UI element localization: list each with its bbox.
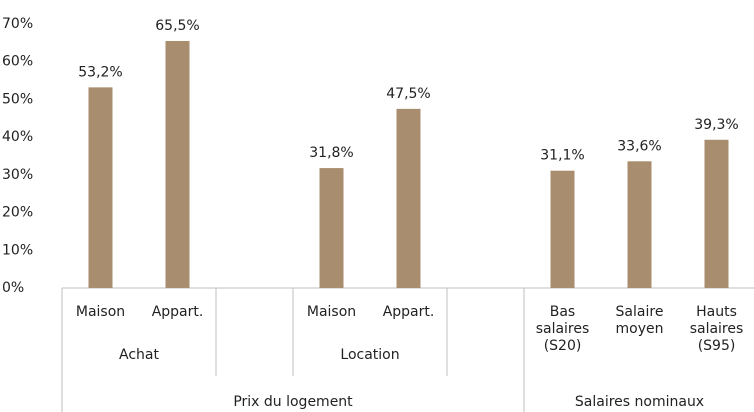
y-tick-label: 10% xyxy=(2,242,33,258)
bar xyxy=(319,168,344,288)
value-label: 31,1% xyxy=(540,148,584,164)
bar xyxy=(627,161,652,288)
bar xyxy=(165,40,190,288)
y-tick-label: 30% xyxy=(2,167,33,183)
x-tick-label: Salaire moyen xyxy=(615,304,664,337)
x-tick-label: Bas salaires (S20) xyxy=(535,304,590,354)
value-label: 31,8% xyxy=(309,145,353,161)
value-label: 39,3% xyxy=(694,117,738,133)
bar xyxy=(88,87,113,288)
value-label: 53,2% xyxy=(78,64,122,80)
bar xyxy=(550,170,575,288)
y-tick-label: 50% xyxy=(2,91,33,107)
bar xyxy=(704,139,729,288)
value-label: 65,5% xyxy=(155,18,199,34)
y-tick-label: 40% xyxy=(2,129,33,145)
subgroup-label: Location xyxy=(340,347,399,363)
value-label: 33,6% xyxy=(617,138,661,154)
y-tick-label: 60% xyxy=(2,54,33,70)
y-tick-label: 70% xyxy=(2,16,33,32)
x-tick-label: Hauts salaires (S95) xyxy=(689,304,744,354)
x-tick-label: Maison xyxy=(75,304,126,320)
bar xyxy=(396,108,421,288)
y-tick-label: 20% xyxy=(2,205,33,221)
x-tick-label: Maison xyxy=(306,304,357,320)
x-tick-label: Appart. xyxy=(151,304,204,320)
group-label: Prix du logement xyxy=(233,394,353,410)
y-tick-label: 0% xyxy=(2,280,24,296)
value-label: 47,5% xyxy=(386,86,430,102)
group-label: Salaires nominaux xyxy=(575,394,704,410)
x-tick-label: Appart. xyxy=(382,304,435,320)
subgroup-label: Achat xyxy=(119,347,159,363)
